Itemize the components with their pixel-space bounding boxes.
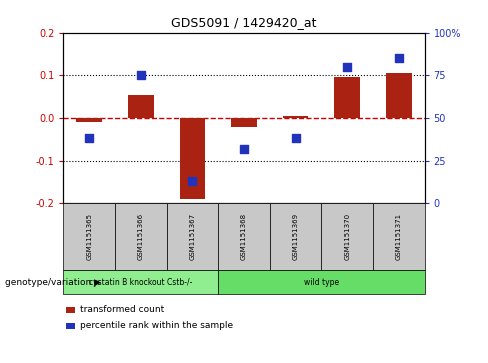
Text: GSM1151368: GSM1151368	[241, 213, 247, 260]
Text: GSM1151367: GSM1151367	[189, 213, 195, 260]
Text: GSM1151369: GSM1151369	[293, 213, 299, 260]
Point	[395, 55, 403, 61]
Bar	[334, 77, 360, 118]
Bar	[76, 118, 102, 122]
Text: GSM1151370: GSM1151370	[344, 213, 350, 260]
Point	[343, 64, 351, 70]
Bar	[283, 116, 308, 118]
Text: percentile rank within the sample: percentile rank within the sample	[80, 321, 233, 330]
Point	[292, 135, 300, 141]
Point	[137, 72, 145, 78]
Text: GDS5091 / 1429420_at: GDS5091 / 1429420_at	[171, 16, 317, 29]
Bar	[128, 94, 154, 118]
Text: transformed count: transformed count	[80, 306, 164, 314]
Point	[85, 135, 93, 141]
Text: genotype/variation ▶: genotype/variation ▶	[5, 278, 101, 287]
Text: GSM1151371: GSM1151371	[396, 213, 402, 260]
Bar	[231, 118, 257, 127]
Text: GSM1151366: GSM1151366	[138, 213, 144, 260]
Text: wild type: wild type	[304, 278, 339, 287]
Bar	[180, 118, 205, 199]
Point	[240, 146, 248, 152]
Bar	[386, 73, 412, 118]
Text: cystatin B knockout Cstb-/-: cystatin B knockout Cstb-/-	[89, 278, 192, 287]
Text: GSM1151365: GSM1151365	[86, 213, 92, 260]
Point	[188, 178, 196, 184]
